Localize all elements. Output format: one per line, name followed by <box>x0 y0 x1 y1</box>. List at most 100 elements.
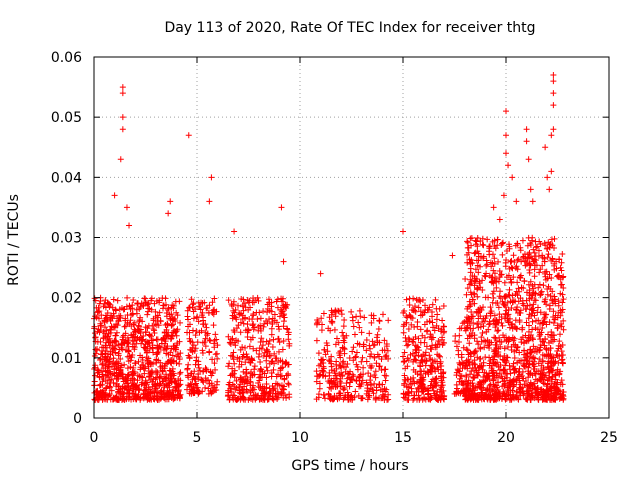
data-point <box>211 340 218 347</box>
data-point <box>162 335 169 342</box>
data-point <box>195 318 202 325</box>
data-point <box>495 278 502 285</box>
data-point <box>206 348 213 355</box>
data-point <box>467 235 474 242</box>
data-point <box>258 335 265 342</box>
data-point <box>260 394 267 401</box>
data-point <box>240 320 247 327</box>
data-point <box>268 325 275 332</box>
data-point <box>551 260 558 267</box>
data-point <box>405 325 412 332</box>
data-point <box>493 389 500 396</box>
data-point <box>479 329 486 336</box>
data-point <box>99 361 106 368</box>
data-point <box>457 372 464 379</box>
data-point <box>130 338 137 345</box>
data-point <box>382 393 389 400</box>
data-point <box>269 343 276 350</box>
data-point <box>117 156 124 163</box>
data-point <box>373 360 380 367</box>
data-point <box>417 312 424 319</box>
data-point <box>339 329 346 336</box>
data-point <box>554 366 561 373</box>
data-point <box>142 338 149 345</box>
data-point <box>237 390 244 397</box>
data-point <box>127 317 134 324</box>
data-point <box>472 278 479 285</box>
data-point <box>528 348 535 355</box>
data-point <box>532 290 539 297</box>
data-point <box>146 340 153 347</box>
data-point <box>488 365 495 372</box>
data-point <box>558 267 565 274</box>
data-point <box>543 245 550 252</box>
data-point <box>211 360 218 367</box>
data-point <box>514 343 521 350</box>
data-point <box>509 292 516 299</box>
data-point <box>416 396 423 403</box>
data-point <box>517 295 524 302</box>
data-point <box>214 355 221 362</box>
data-point <box>490 386 497 393</box>
data-point <box>197 303 204 310</box>
data-point <box>111 361 118 368</box>
data-point <box>285 380 292 387</box>
data-point <box>286 391 293 398</box>
data-point <box>166 311 173 318</box>
data-point <box>553 265 560 272</box>
y-axis-label: ROTI / TECUs <box>6 194 22 286</box>
data-point <box>515 256 522 263</box>
data-point <box>106 392 113 399</box>
data-point <box>544 291 551 298</box>
data-point <box>278 389 285 396</box>
data-point <box>184 386 191 393</box>
data-point <box>331 367 338 374</box>
data-point <box>520 254 527 261</box>
data-point <box>97 382 104 389</box>
data-point <box>103 327 110 334</box>
data-point <box>547 352 554 359</box>
data-point <box>503 108 509 115</box>
data-point <box>317 270 324 277</box>
data-point <box>314 319 321 326</box>
data-point <box>169 352 176 359</box>
data-point <box>125 380 132 387</box>
data-point <box>115 312 122 319</box>
data-point <box>285 381 292 388</box>
data-point <box>321 346 328 353</box>
data-point <box>552 396 559 403</box>
data-point <box>337 348 344 355</box>
data-point <box>544 388 551 395</box>
data-point <box>326 372 333 379</box>
data-point <box>553 369 560 376</box>
data-point <box>487 259 494 266</box>
data-point <box>536 329 543 336</box>
data-point <box>462 364 469 371</box>
data-point <box>400 358 407 365</box>
data-point <box>481 344 488 351</box>
data-point <box>313 378 320 385</box>
data-point <box>170 370 177 377</box>
data-point <box>537 292 544 299</box>
data-point <box>328 380 335 387</box>
data-point <box>104 299 111 306</box>
data-point <box>533 262 540 269</box>
data-point <box>177 319 184 326</box>
data-point <box>247 387 254 394</box>
data-point <box>149 383 156 390</box>
x-tick-label: 25 <box>600 430 618 446</box>
data-point <box>540 395 547 402</box>
data-point <box>463 346 470 353</box>
data-point <box>199 350 206 357</box>
data-point <box>145 300 152 307</box>
data-point <box>412 369 419 376</box>
data-point <box>456 368 463 375</box>
data-point <box>522 305 529 312</box>
data-point <box>404 342 411 349</box>
data-point <box>537 346 544 353</box>
data-point <box>129 302 136 309</box>
data-point <box>405 357 412 364</box>
data-point <box>165 377 172 384</box>
data-point <box>359 354 366 361</box>
